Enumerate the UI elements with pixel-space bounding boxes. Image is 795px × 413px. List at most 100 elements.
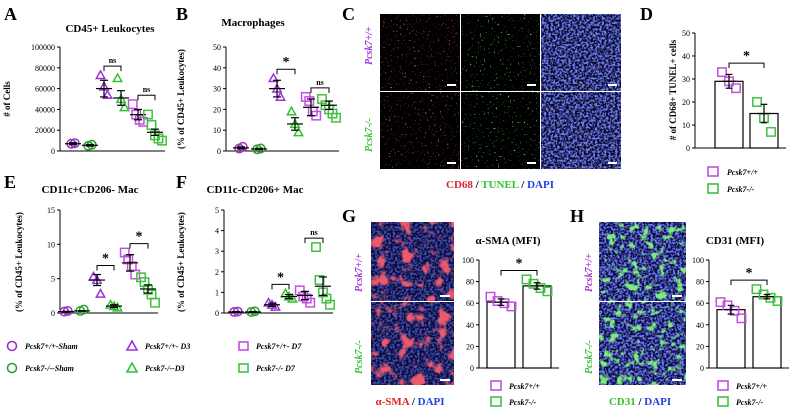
y-tick-label: 100 bbox=[692, 256, 704, 265]
data-point bbox=[752, 97, 762, 107]
micro-c-row-label-wt: Pcsk7+/+ bbox=[364, 26, 375, 65]
micro-c-caption: CD68 / TUNEL / DAPI bbox=[446, 179, 554, 191]
data-point bbox=[95, 69, 106, 80]
data-point bbox=[325, 299, 335, 310]
legend-h: Pcsk7+/+ Pcsk7-/- bbox=[717, 380, 767, 407]
data-point bbox=[102, 89, 113, 99]
data-point bbox=[305, 297, 316, 308]
data-point bbox=[736, 313, 747, 324]
chart-title: CD11c+CD206- Mac bbox=[42, 184, 139, 196]
legend-label-ko-d3: Pcsk7-/--D3 bbox=[145, 364, 185, 373]
sig-label: * bbox=[136, 230, 143, 245]
sig-label: ns bbox=[310, 228, 318, 237]
caption-g-sep: / bbox=[409, 396, 418, 408]
y-tick-label: 10 bbox=[213, 126, 221, 135]
y-tick-label: 1 bbox=[215, 288, 219, 297]
chart-title: α-SMA (MFI) bbox=[475, 235, 540, 247]
sig-label: ns bbox=[316, 78, 324, 87]
legend-label-wt-d3: Pcsk7+/+- D3 bbox=[145, 342, 190, 351]
legend-label-ko-sham: Pcsk7-/--Sham bbox=[25, 364, 74, 373]
sig-bracket bbox=[310, 87, 330, 93]
y-tick-label: 2 bbox=[215, 268, 219, 277]
sig-label: * bbox=[743, 49, 750, 64]
y-tick-label: 4 bbox=[215, 227, 219, 236]
data-point bbox=[331, 112, 341, 123]
y-tick-label: 40 bbox=[682, 52, 690, 61]
chart-title: Macrophages bbox=[221, 17, 285, 29]
data-point bbox=[127, 99, 138, 110]
y-tick-label: 15 bbox=[47, 206, 55, 215]
legend-item-ko-d3: Pcsk7-/--D3 bbox=[125, 361, 185, 373]
y-tick-label: 0 bbox=[686, 144, 690, 153]
legend-h-ko: Pcsk7-/- bbox=[736, 398, 763, 407]
micro-h-caption: CD31 / DAPI bbox=[609, 396, 671, 408]
legend-item-wt-d3: Pcsk7+/+- D3 bbox=[125, 339, 190, 351]
caption-dapi: DAPI bbox=[527, 179, 554, 191]
y-tick-label: 20 bbox=[682, 98, 690, 107]
y-tick-label: 10 bbox=[47, 240, 55, 249]
data-point bbox=[293, 126, 304, 137]
legend-item-wt-sham: Pcsk7+/+-Sham bbox=[6, 340, 78, 352]
y-axis-label: # of Cells bbox=[2, 81, 12, 117]
micro-g-caption: α-SMA / DAPI bbox=[375, 396, 444, 408]
data-point bbox=[78, 304, 89, 315]
chart-cd68-tunel: 0 10 20 30 40 50 # of CD68+ TUNEL+ cells * bbox=[668, 29, 786, 153]
caption-sep-2: / bbox=[519, 179, 528, 191]
chart-cd45-leukocytes: 0 20000 40000 60000 80000 100000 CD45+ Leukocy… bbox=[2, 23, 167, 156]
sig-label: * bbox=[277, 270, 284, 285]
caption-tunel: TUNEL bbox=[481, 179, 519, 191]
bar bbox=[486, 301, 516, 369]
microscopy-h: Pcsk7+/+ Pcsk7-/- CD31 / DAPI bbox=[584, 222, 686, 408]
y-tick-label: 80 bbox=[696, 278, 704, 287]
caption-cd68: CD68 bbox=[446, 179, 473, 191]
y-tick-label: 80 bbox=[466, 278, 474, 287]
data-point bbox=[492, 296, 503, 306]
micro-g-ko bbox=[371, 302, 454, 385]
sig-bracket bbox=[96, 265, 115, 271]
micro-c-wt-red bbox=[380, 14, 460, 91]
bar bbox=[752, 296, 782, 369]
legend-g-wt: Pcsk7+/+ bbox=[509, 382, 540, 391]
micro-g-row-label-wt: Pcsk7+/+ bbox=[354, 253, 365, 292]
sig-label: ns bbox=[109, 56, 117, 65]
panel-label-c: C bbox=[342, 4, 355, 24]
y-tick-label: 0 bbox=[470, 364, 474, 373]
data-point bbox=[535, 283, 546, 294]
micro-h-ko bbox=[599, 302, 686, 385]
sig-bracket bbox=[728, 62, 765, 69]
sig-bracket bbox=[730, 279, 768, 286]
legend-main: Pcsk7+/+-Sham Pcsk7-/--Sham Pcsk7+/+- D3… bbox=[6, 339, 302, 374]
y-axis-label: (% of CD45+ Leukocytes) bbox=[176, 212, 186, 312]
data-point bbox=[772, 296, 783, 306]
sig-label: * bbox=[746, 266, 753, 281]
y-axis-label: (% of CD45+ Leukocytes) bbox=[14, 212, 24, 312]
legend-d-ko: Pcsk7-/- bbox=[727, 185, 754, 194]
panel-label-b: B bbox=[176, 4, 188, 24]
data-point bbox=[765, 292, 776, 303]
legend-g: Pcsk7+/+ Pcsk7-/- bbox=[490, 380, 540, 407]
data-point bbox=[157, 135, 167, 146]
data-point bbox=[119, 101, 130, 112]
data-point bbox=[715, 297, 726, 308]
y-tick-label: 60 bbox=[466, 299, 474, 308]
legend-label-wt-d7: Pcsk7+/+- D7 bbox=[256, 342, 302, 351]
y-tick-label: 100000 bbox=[31, 43, 55, 52]
data-point bbox=[314, 275, 325, 285]
y-tick-label: 20 bbox=[466, 342, 474, 351]
y-tick-label: 80000 bbox=[35, 64, 55, 73]
caption-h-sep: / bbox=[636, 396, 645, 408]
panel-label-a: A bbox=[4, 4, 17, 24]
data-point bbox=[112, 72, 123, 83]
micro-c-ko-merge bbox=[541, 92, 621, 169]
y-tick-label: 50 bbox=[682, 29, 690, 38]
sig-label: * bbox=[283, 55, 290, 70]
data-point bbox=[499, 298, 510, 309]
micro-c-ko-red bbox=[380, 92, 460, 169]
sig-bracket bbox=[500, 269, 538, 276]
micro-g-row-label-ko: Pcsk7-/- bbox=[354, 340, 365, 374]
micro-c-ko-green bbox=[461, 92, 540, 169]
legend-h-wt: Pcsk7+/+ bbox=[736, 382, 767, 391]
